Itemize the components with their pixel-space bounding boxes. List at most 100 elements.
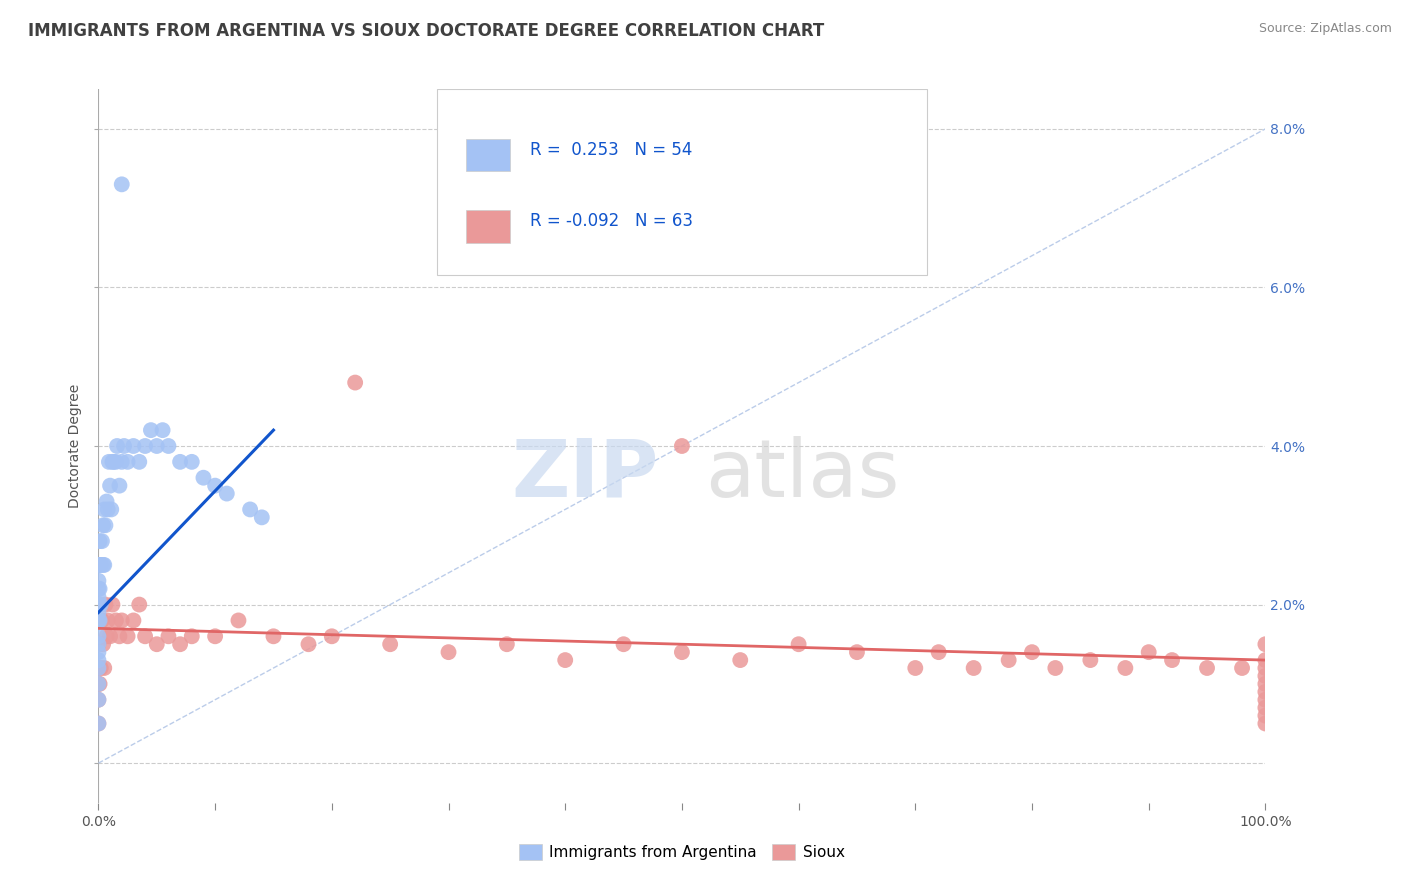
- Point: [96, 494, 118, 508]
- Point: [157, 629, 180, 643]
- Point: [846, 645, 869, 659]
- Point: [89, 614, 111, 628]
- Point: [1254, 685, 1277, 699]
- Point: [1230, 661, 1253, 675]
- Point: [91, 637, 114, 651]
- Point: [93, 558, 115, 572]
- Point: [250, 510, 273, 524]
- Y-axis label: Doctorate Degree: Doctorate Degree: [69, 384, 83, 508]
- Point: [117, 629, 139, 643]
- Point: [111, 455, 134, 469]
- Point: [139, 423, 162, 437]
- Point: [122, 614, 145, 628]
- Point: [87, 692, 110, 706]
- Point: [93, 661, 115, 675]
- Point: [204, 478, 226, 492]
- Point: [1080, 653, 1102, 667]
- Point: [997, 653, 1019, 667]
- Point: [1254, 637, 1277, 651]
- Point: [87, 653, 110, 667]
- Point: [96, 629, 118, 643]
- Point: [87, 637, 110, 651]
- Text: ZIP: ZIP: [512, 435, 658, 514]
- Point: [1161, 653, 1184, 667]
- Point: [87, 574, 110, 588]
- Point: [1254, 677, 1277, 691]
- Text: R =  0.253   N = 54: R = 0.253 N = 54: [530, 141, 693, 159]
- Point: [101, 455, 124, 469]
- Point: [1137, 645, 1160, 659]
- Text: atlas: atlas: [706, 435, 900, 514]
- Point: [180, 629, 202, 643]
- Point: [1045, 661, 1067, 675]
- FancyBboxPatch shape: [465, 211, 510, 243]
- Point: [146, 637, 169, 651]
- Point: [928, 645, 950, 659]
- Point: [89, 677, 111, 691]
- Point: [111, 614, 134, 628]
- Point: [98, 478, 121, 492]
- Point: [1021, 645, 1043, 659]
- Point: [128, 598, 150, 612]
- Point: [98, 629, 121, 643]
- Point: [89, 534, 111, 549]
- Point: [87, 661, 110, 675]
- Point: [87, 598, 110, 612]
- Point: [1195, 661, 1218, 675]
- Point: [89, 558, 111, 572]
- Point: [108, 629, 131, 643]
- Point: [962, 661, 984, 675]
- Point: [152, 423, 174, 437]
- Point: [1254, 661, 1277, 675]
- Point: [105, 439, 128, 453]
- Point: [87, 606, 110, 620]
- Point: [87, 590, 110, 604]
- FancyBboxPatch shape: [437, 89, 927, 275]
- Point: [97, 614, 120, 628]
- Point: [787, 637, 810, 651]
- Point: [193, 471, 215, 485]
- Point: [91, 518, 114, 533]
- Point: [93, 502, 115, 516]
- Point: [90, 661, 112, 675]
- Point: [122, 439, 145, 453]
- Point: [90, 558, 112, 572]
- Point: [87, 582, 110, 596]
- Point: [108, 478, 131, 492]
- Point: [262, 629, 284, 643]
- Point: [91, 558, 114, 572]
- Point: [87, 558, 110, 572]
- Point: [1254, 692, 1277, 706]
- Point: [97, 502, 120, 516]
- Point: [87, 677, 110, 691]
- Point: [111, 178, 134, 192]
- Point: [87, 661, 110, 675]
- Point: [112, 439, 135, 453]
- Point: [87, 614, 110, 628]
- Point: [437, 645, 460, 659]
- Point: [157, 439, 180, 453]
- Point: [87, 716, 110, 731]
- Point: [100, 502, 122, 516]
- Text: IMMIGRANTS FROM ARGENTINA VS SIOUX DOCTORATE DEGREE CORRELATION CHART: IMMIGRANTS FROM ARGENTINA VS SIOUX DOCTO…: [28, 22, 824, 40]
- Point: [904, 661, 927, 675]
- Text: Source: ZipAtlas.com: Source: ZipAtlas.com: [1258, 22, 1392, 36]
- Point: [228, 614, 250, 628]
- Point: [134, 629, 156, 643]
- Point: [117, 455, 139, 469]
- Point: [134, 439, 156, 453]
- Point: [1254, 653, 1277, 667]
- Point: [90, 534, 112, 549]
- Point: [104, 614, 127, 628]
- Legend: Immigrants from Argentina, Sioux: Immigrants from Argentina, Sioux: [513, 838, 851, 866]
- Point: [169, 455, 191, 469]
- Point: [104, 455, 127, 469]
- Point: [671, 645, 693, 659]
- Point: [146, 439, 169, 453]
- Point: [1254, 716, 1277, 731]
- Point: [169, 637, 191, 651]
- Point: [297, 637, 319, 651]
- Point: [495, 637, 517, 651]
- Point: [215, 486, 238, 500]
- Point: [103, 455, 125, 469]
